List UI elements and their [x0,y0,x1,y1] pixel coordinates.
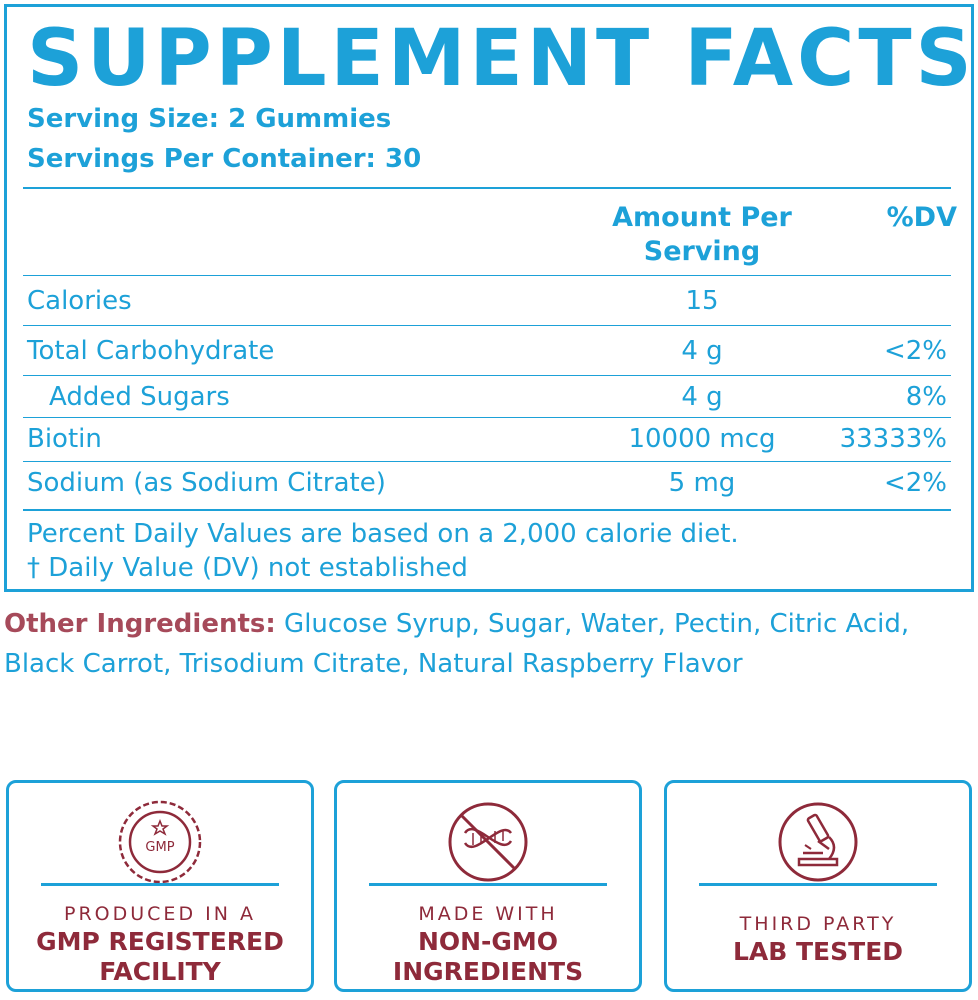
row-amount: 4 g [681,336,723,366]
badge-big-text: LAB TESTED [667,937,969,967]
row-name: Biotin [27,424,102,454]
footnote-daily-values: Percent Daily Values are based on a 2,00… [27,519,739,549]
divider [23,275,951,276]
serving-size: Serving Size: 2 Gummies [27,104,392,134]
row-name: Calories [27,286,132,316]
divider [23,375,951,376]
other-ingredients-text: Glucose Syrup, Sugar, Water, Pectin, Cit… [4,609,910,679]
badge-divider [369,883,607,886]
badge-small-text: PRODUCED IN A [64,903,256,925]
divider [23,325,951,326]
table-row: Calories 15 [27,283,947,319]
servings-per-container: Servings Per Container: 30 [27,144,422,174]
badge-big-line: FACILITY [99,957,221,986]
divider [23,417,951,418]
table-row: Added Sugars 4 g 8% [27,379,947,415]
table-row: Biotin 10000 mcg 33333% [27,421,947,457]
badge-small-text: THIRD PARTY [739,913,897,935]
badge-lab-tested: THIRD PARTY LAB TESTED [664,780,972,992]
other-ingredients-label: Other Ingredients: [4,609,276,639]
badge-big-text: NON-GMO INGREDIENTS [337,927,639,987]
row-dv: <2% [883,336,947,366]
divider [23,461,951,462]
row-dv: 8% [905,382,947,412]
microscope-icon [778,802,858,882]
badge-big-line: NON-GMO [417,927,559,956]
row-name: Total Carbohydrate [27,336,275,366]
supplement-facts-panel: SUPPLEMENT FACTS Serving Size: 2 Gummies… [4,4,974,592]
badge-divider [41,883,279,886]
row-amount: 15 [685,286,719,316]
column-header-dv: %DV [886,202,957,233]
badge-big-text: GMP REGISTERED FACILITY [9,927,311,987]
gmp-seal-icon: GMP [118,800,202,884]
row-amount: 5 mg [668,468,736,498]
table-row: Sodium (as Sodium Citrate) 5 mg <2% [27,465,947,501]
divider [23,187,951,189]
divider [23,509,951,511]
footnote-dv-not-established: † Daily Value (DV) not established [27,553,468,583]
row-amount: 10000 mcg [628,424,776,454]
row-amount: 4 g [681,382,723,412]
row-dv: <2% [883,468,947,498]
row-name: Added Sugars [49,382,230,412]
other-ingredients: Other Ingredients: Glucose Syrup, Sugar,… [4,604,976,684]
badge-divider [699,883,937,886]
table-row: Total Carbohydrate 4 g <2% [27,333,947,369]
row-name: Sodium (as Sodium Citrate) [27,468,386,498]
gmp-seal-text: GMP [145,840,174,855]
badge-big-line: GMP REGISTERED [36,927,284,956]
badge-gmp-facility: GMP PRODUCED IN A GMP REGISTERED FACILIT… [6,780,314,992]
row-dv: 33333% [839,424,947,454]
panel-title: SUPPLEMENT FACTS [27,14,976,104]
badge-big-line: LAB TESTED [732,937,904,966]
badge-big-line: INGREDIENTS [392,957,584,986]
badge-small-text: MADE WITH [418,903,558,925]
column-header-amount: Amount Per Serving [612,202,792,267]
non-gmo-dna-icon [448,802,528,882]
badge-non-gmo: MADE WITH NON-GMO INGREDIENTS [334,780,642,992]
